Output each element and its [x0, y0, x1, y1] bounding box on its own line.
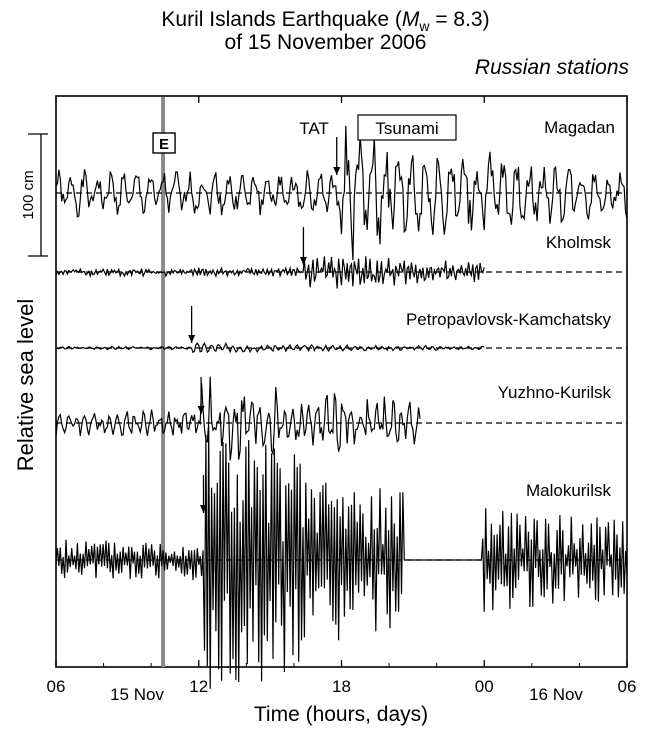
- x-tick-label: 06: [47, 677, 66, 696]
- date-label: 15 Nov: [110, 685, 164, 704]
- trace-line: [55, 125, 628, 261]
- x-tick-label: 00: [475, 677, 494, 696]
- series-label: Malokurilsk: [526, 481, 612, 500]
- arrival-arrow-head: [333, 167, 341, 175]
- chart-subtitle: Russian stations: [474, 56, 629, 79]
- x-tick-label: 18: [332, 677, 351, 696]
- series-trace: Petropavlovsk-Kamchatsky: [55, 306, 627, 354]
- chart-title: Kuril Islands Earthquake (Mw = 8.3): [161, 8, 490, 35]
- x-tick-label: 06: [618, 677, 637, 696]
- series-trace: Kholmsk: [55, 227, 627, 289]
- arrival-arrow-head: [299, 257, 307, 265]
- x-tick-label: 12: [189, 677, 208, 696]
- arrival-arrow-head: [197, 406, 205, 414]
- y-axis-label: Relative sea level: [13, 299, 38, 471]
- series-trace: Yuzhno-Kurilsk: [55, 376, 627, 461]
- scale-bar-label: 100 cm: [20, 170, 37, 219]
- arrival-arrow-head: [188, 335, 196, 343]
- tsunami-box: [357, 114, 457, 141]
- traces: Magadan Kholmsk Petropavlovsk-Kamchatsky Yu…: [55, 118, 628, 689]
- tat-label: TAT: [299, 119, 329, 138]
- event-marker-box: E: [152, 132, 176, 154]
- series-trace: Malokurilsk: [55, 425, 628, 689]
- series-label: Yuzhno-Kurilsk: [498, 383, 612, 402]
- series-label: Petropavlovsk-Kamchatsky: [406, 310, 612, 329]
- x-axis-label: Time (hours, days): [254, 703, 428, 726]
- chart-title-line2: of 15 November 2006: [224, 31, 427, 54]
- series-label: Kholmsk: [546, 233, 612, 252]
- trace-line: [55, 425, 628, 689]
- x-axis-ticks: 06 12 18 00 06: [47, 96, 637, 696]
- scale-bar: 100 cm: [20, 133, 48, 257]
- series-trace: Magadan: [55, 118, 628, 261]
- trace-line: [55, 376, 421, 461]
- event-marker-label: E: [159, 136, 169, 153]
- date-label: 16 Nov: [529, 685, 583, 704]
- tsunami-box-label: Tsunami: [375, 119, 438, 138]
- date-labels: 15 Nov 16 Nov: [110, 685, 583, 704]
- series-label: Magadan: [544, 118, 615, 137]
- arrival-arrow-head: [200, 505, 208, 513]
